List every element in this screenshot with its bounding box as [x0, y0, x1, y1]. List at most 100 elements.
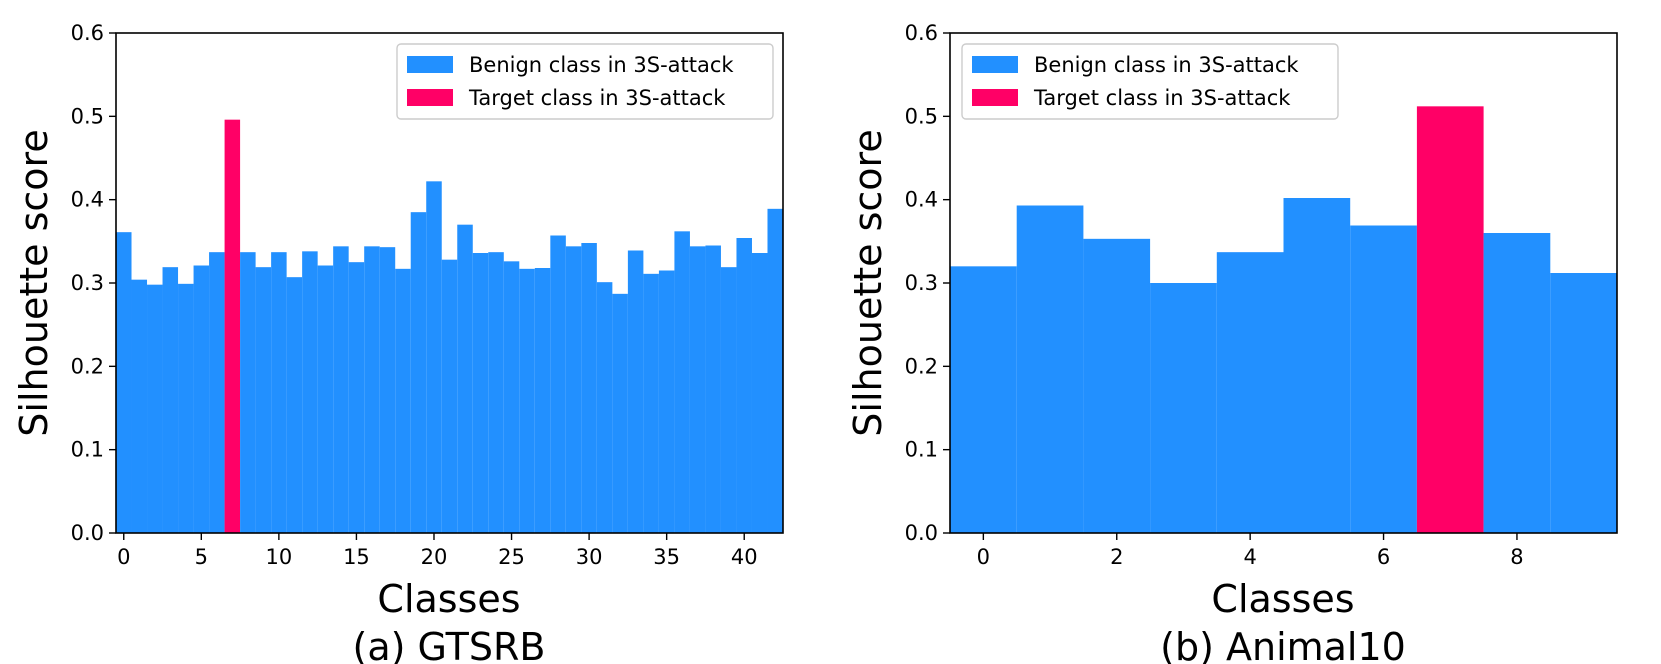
bar [457, 224, 473, 534]
bar [410, 212, 427, 534]
y-tick-label: 0.2 [71, 354, 104, 378]
y-tick-label: 0.6 [905, 21, 938, 45]
bar [950, 266, 1017, 533]
bar [767, 208, 783, 533]
bar [1550, 273, 1617, 533]
y-tick-label: 0.3 [905, 271, 938, 295]
target-bar [224, 119, 241, 534]
legend: Benign class in 3S-attack Target class in… [961, 43, 1339, 120]
y-tick-label: 0.1 [71, 438, 104, 462]
x-tick-label: 0 [117, 545, 130, 569]
y-tick-label: 0.4 [905, 188, 938, 212]
x-tick-label: 8 [1510, 545, 1523, 569]
bar [751, 253, 768, 533]
bar [240, 252, 256, 534]
legend-swatch-benign [972, 56, 1018, 73]
bar [519, 268, 535, 533]
bar [147, 284, 163, 533]
legend: Benign class in 3S-attack Target class in… [396, 43, 774, 120]
legend-label: Target class in 3S-attack [468, 86, 726, 110]
bar [1016, 205, 1084, 533]
x-tick-label: 4 [1243, 545, 1256, 569]
bar [131, 279, 148, 533]
legend-box [961, 43, 1339, 120]
y-axis-label: Silhouette score [846, 129, 890, 436]
y-tick-label: 0.0 [71, 521, 104, 545]
bar [627, 250, 644, 533]
bar [441, 259, 458, 533]
bar [1483, 233, 1551, 533]
bar [720, 267, 737, 533]
bar [1150, 283, 1217, 533]
x-tick-label: 2 [1110, 545, 1123, 569]
x-tick-label: 5 [195, 545, 208, 569]
bar [255, 267, 272, 533]
bar [550, 235, 566, 533]
bar [162, 267, 179, 533]
x-tick-label: 25 [498, 545, 525, 569]
legend-label: Benign class in 3S-attack [1034, 53, 1299, 77]
x-tick-label: 35 [653, 545, 680, 569]
bar [395, 268, 411, 533]
bar [674, 231, 690, 533]
target-bar [1416, 106, 1484, 533]
chart-panel-1: 0.0 0.1 0.2 0.3 0.4 0.5 0.6 0 5 10 15 20 25 30 35 40 Sil… [12, 21, 784, 664]
chart-caption: (a) GTSRB [353, 625, 546, 664]
bar [565, 246, 582, 533]
y-tick-label: 0.5 [905, 104, 938, 128]
bar [178, 283, 194, 533]
x-tick-label: 10 [266, 545, 293, 569]
bar [736, 238, 752, 533]
bar [503, 261, 520, 533]
bar [333, 246, 349, 533]
bar [689, 246, 706, 533]
bar [472, 253, 489, 533]
y-tick-label: 0.5 [71, 104, 104, 128]
bar [364, 246, 380, 533]
bar [488, 252, 504, 534]
legend-box [396, 43, 774, 120]
bar [1083, 238, 1151, 533]
bar [612, 293, 628, 533]
bar [379, 247, 396, 534]
x-tick-label: 20 [421, 545, 448, 569]
bar [193, 265, 210, 533]
bar [1350, 225, 1417, 533]
bar [596, 282, 613, 533]
x-axis-label: Classes [377, 577, 520, 621]
x-tick-label: 30 [576, 545, 603, 569]
bar [705, 245, 721, 533]
bar [348, 262, 365, 533]
y-tick-label: 0.3 [71, 271, 104, 295]
bar [1216, 252, 1284, 534]
bar [271, 252, 287, 534]
x-axis-label: Classes [1211, 577, 1354, 621]
legend-label: Benign class in 3S-attack [469, 53, 734, 77]
bar [317, 265, 334, 533]
y-tick-label: 0.2 [905, 354, 938, 378]
x-tick-label: 15 [343, 545, 370, 569]
bar [1283, 198, 1351, 533]
bar [658, 270, 675, 533]
bar [643, 273, 659, 533]
y-tick-label: 0.4 [71, 188, 104, 212]
bar [426, 181, 442, 533]
y-axis-label: Silhouette score [12, 129, 56, 436]
legend-swatch-benign [407, 56, 453, 73]
y-tick-label: 0.1 [905, 438, 938, 462]
chart-panel-2: 0.0 0.1 0.2 0.3 0.4 0.5 0.6 0 2 4 6 8 Silhouette sco… [846, 21, 1618, 664]
bar [286, 277, 303, 533]
y-tick-label: 0.6 [71, 21, 104, 45]
y-tick-label: 0.0 [905, 521, 938, 545]
bar [581, 243, 597, 533]
chart-caption: (b) Animal10 [1160, 625, 1406, 664]
x-tick-label: 40 [731, 545, 758, 569]
bar [116, 232, 132, 534]
x-tick-label: 6 [1377, 545, 1390, 569]
bar [534, 268, 551, 533]
bar [302, 251, 318, 533]
legend-swatch-target [972, 89, 1018, 106]
legend-swatch-target [407, 89, 453, 106]
x-tick-label: 0 [977, 545, 990, 569]
